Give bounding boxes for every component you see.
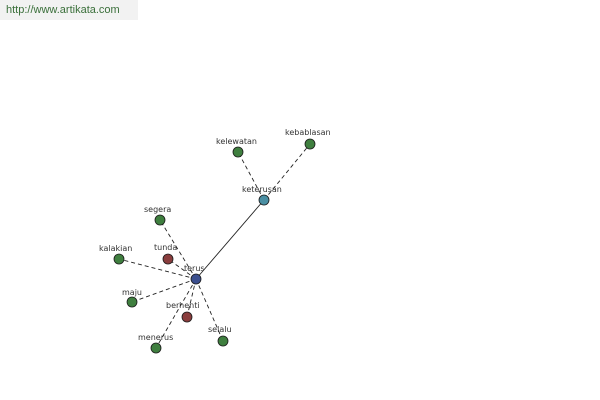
node-circle-segera[interactable] [154, 214, 166, 226]
node-menerus[interactable]: menerus [138, 333, 173, 354]
node-label-maju: maju [122, 288, 142, 297]
edge-terus-segera [159, 219, 197, 280]
node-circle-keterusan[interactable] [258, 194, 270, 206]
node-kalakian[interactable]: kalakian [99, 244, 132, 265]
node-circle-kelewatan[interactable] [232, 146, 244, 158]
source-link[interactable]: http://www.artikata.com [6, 4, 120, 16]
edge-keterusan-kebablasan [263, 143, 311, 201]
edge-keterusan-kelewatan [237, 151, 265, 201]
node-circle-kebablasan[interactable] [304, 138, 316, 150]
edge-terus-selalu [195, 278, 224, 342]
node-selalu[interactable]: selalu [208, 325, 232, 347]
node-circle-kalakian[interactable] [113, 253, 125, 265]
graph-nodes: terus keterusan kelewatan kebablasan segera t… [99, 128, 331, 354]
node-kelewatan[interactable]: kelewatan [216, 137, 257, 158]
node-label-berhenti: berhenti [166, 301, 200, 310]
node-berhenti[interactable]: berhenti [166, 301, 200, 323]
node-maju[interactable]: maju [122, 288, 142, 308]
node-label-selalu: selalu [208, 325, 232, 334]
edge-terus-tunda [167, 258, 197, 280]
edge-terus-berhenti [186, 278, 197, 318]
node-circle-selalu[interactable] [217, 335, 229, 347]
node-label-kebablasan: kebablasan [285, 128, 331, 137]
node-circle-menerus[interactable] [150, 342, 162, 354]
node-circle-terus[interactable] [190, 273, 202, 285]
node-label-kalakian: kalakian [99, 244, 132, 253]
graph-edges [118, 143, 311, 349]
edge-terus-maju [131, 278, 197, 303]
edge-terus-kalakian [118, 258, 197, 280]
node-label-keterusan: keterusan [242, 185, 282, 194]
node-label-tunda: tunda [154, 243, 177, 252]
node-label-segera: segera [144, 205, 171, 214]
node-tunda[interactable]: tunda [154, 243, 177, 265]
node-label-menerus: menerus [138, 333, 173, 342]
node-circle-maju[interactable] [126, 296, 138, 308]
node-label-kelewatan: kelewatan [216, 137, 257, 146]
source-banner: http://www.artikata.com [0, 0, 138, 20]
node-label-terus: terus [184, 264, 205, 273]
node-segera[interactable]: segera [144, 205, 171, 226]
node-terus[interactable]: terus [184, 264, 205, 285]
edge-terus-menerus [155, 278, 197, 349]
node-keterusan[interactable]: keterusan [242, 185, 282, 206]
node-circle-tunda[interactable] [162, 253, 174, 265]
node-kebablasan[interactable]: kebablasan [285, 128, 331, 150]
node-circle-berhenti[interactable] [181, 311, 193, 323]
edge-terus-keterusan [195, 199, 265, 280]
